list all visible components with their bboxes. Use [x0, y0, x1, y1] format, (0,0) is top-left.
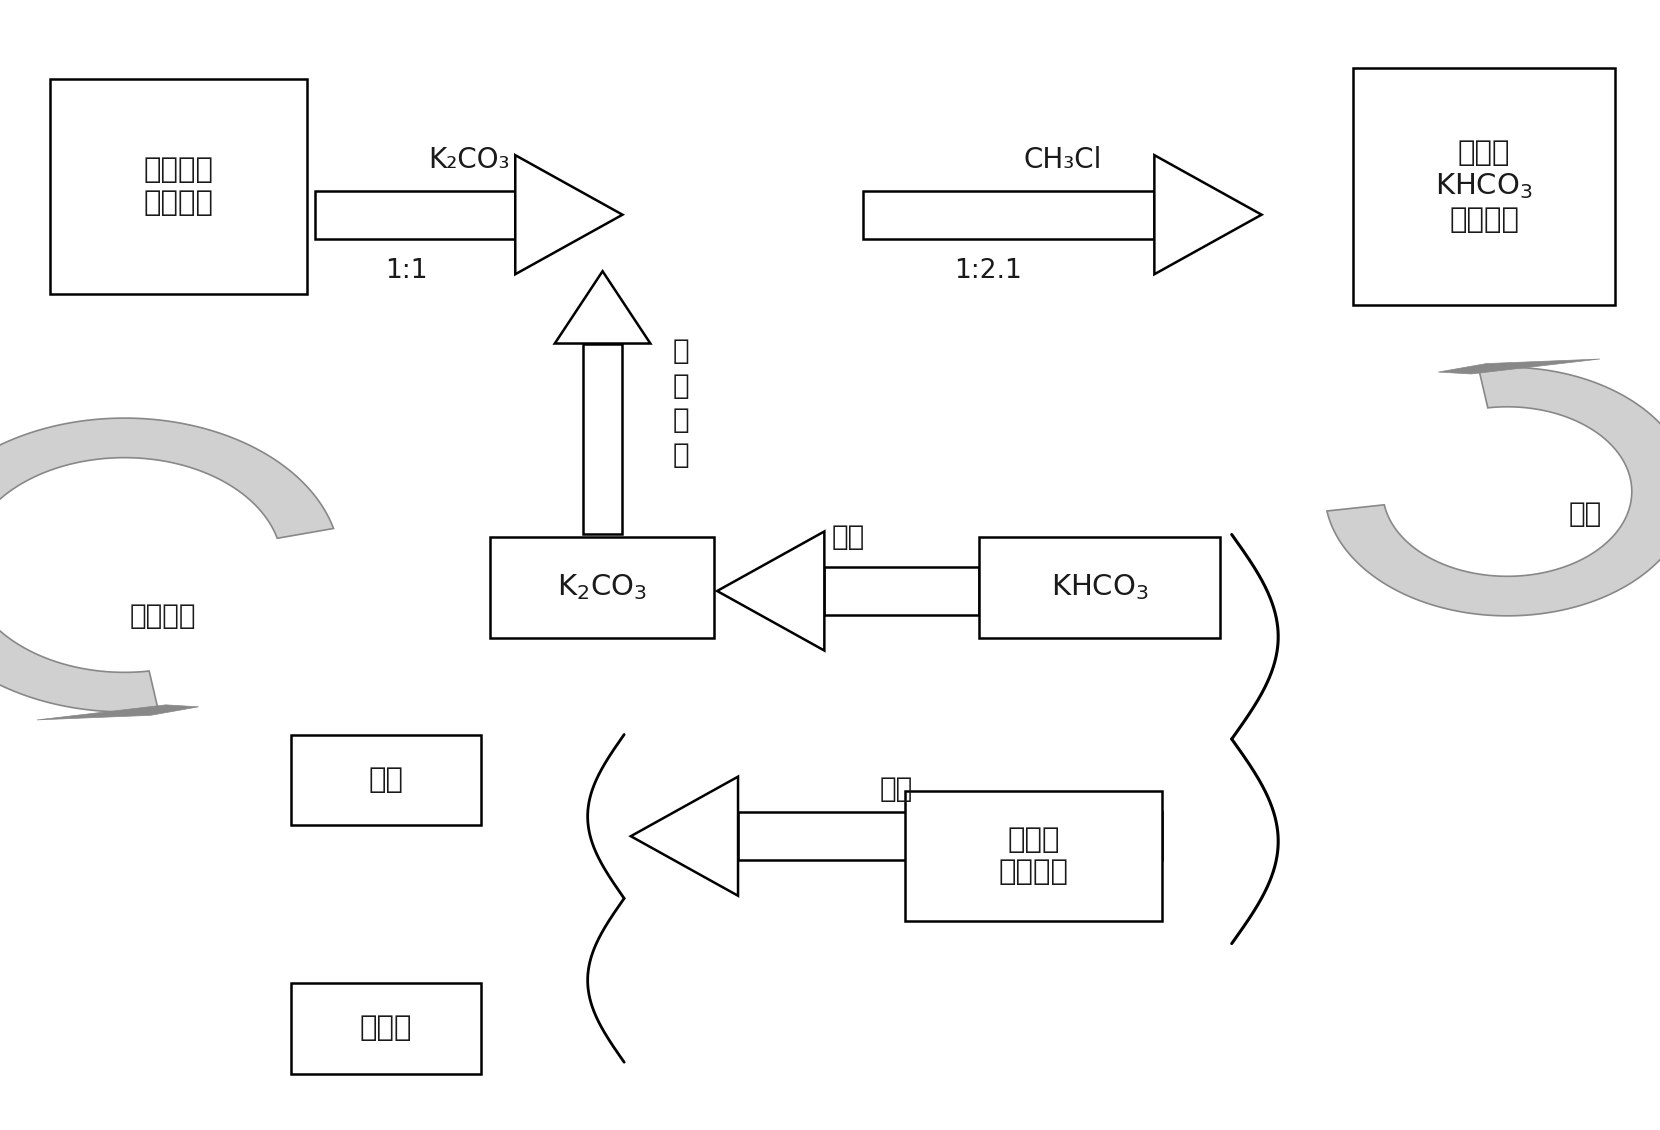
Polygon shape — [1326, 367, 1660, 616]
Text: K₂CO₃: K₂CO₃ — [428, 147, 510, 174]
Text: 1:1: 1:1 — [385, 258, 428, 285]
Bar — [1353, 68, 1615, 305]
Text: 缩节胺
乙醇体系: 缩节胺 乙醇体系 — [998, 826, 1069, 886]
Text: 蒸发: 蒸发 — [880, 775, 913, 802]
Bar — [583, 344, 622, 534]
Text: 缩节胺
KHCO$_3$
乙醇体系: 缩节胺 KHCO$_3$ 乙醇体系 — [1436, 139, 1532, 234]
Bar — [979, 537, 1220, 638]
Polygon shape — [1154, 155, 1262, 275]
Bar — [50, 79, 307, 294]
Polygon shape — [554, 271, 651, 344]
Text: K$_2$CO$_3$: K$_2$CO$_3$ — [556, 573, 647, 602]
Text: 过滤: 过滤 — [1569, 501, 1602, 528]
Polygon shape — [515, 155, 622, 275]
Polygon shape — [0, 418, 334, 712]
Text: CH₃Cl: CH₃Cl — [1023, 147, 1102, 174]
Bar — [739, 812, 1162, 860]
Bar — [290, 734, 481, 825]
Bar — [863, 191, 1154, 238]
Bar — [825, 567, 979, 615]
Text: 缩节胺: 缩节胺 — [360, 1015, 412, 1042]
Bar — [490, 537, 714, 638]
Polygon shape — [717, 531, 825, 651]
Polygon shape — [37, 705, 199, 720]
Text: 六氢吡啶
乙醇体系: 六氢吡啶 乙醇体系 — [143, 156, 214, 217]
Text: 1:2.1: 1:2.1 — [954, 258, 1021, 285]
Bar — [905, 791, 1162, 921]
Text: KHCO$_3$: KHCO$_3$ — [1051, 573, 1149, 602]
Polygon shape — [631, 776, 739, 896]
Text: 乙醇: 乙醇 — [369, 766, 403, 793]
Polygon shape — [1438, 359, 1600, 374]
Bar — [290, 983, 481, 1074]
Text: 回
收
使
用: 回 收 使 用 — [672, 337, 689, 469]
Text: 煅烧: 煅烧 — [832, 523, 865, 550]
Text: 回收使用: 回收使用 — [129, 602, 196, 629]
Bar — [315, 191, 515, 238]
